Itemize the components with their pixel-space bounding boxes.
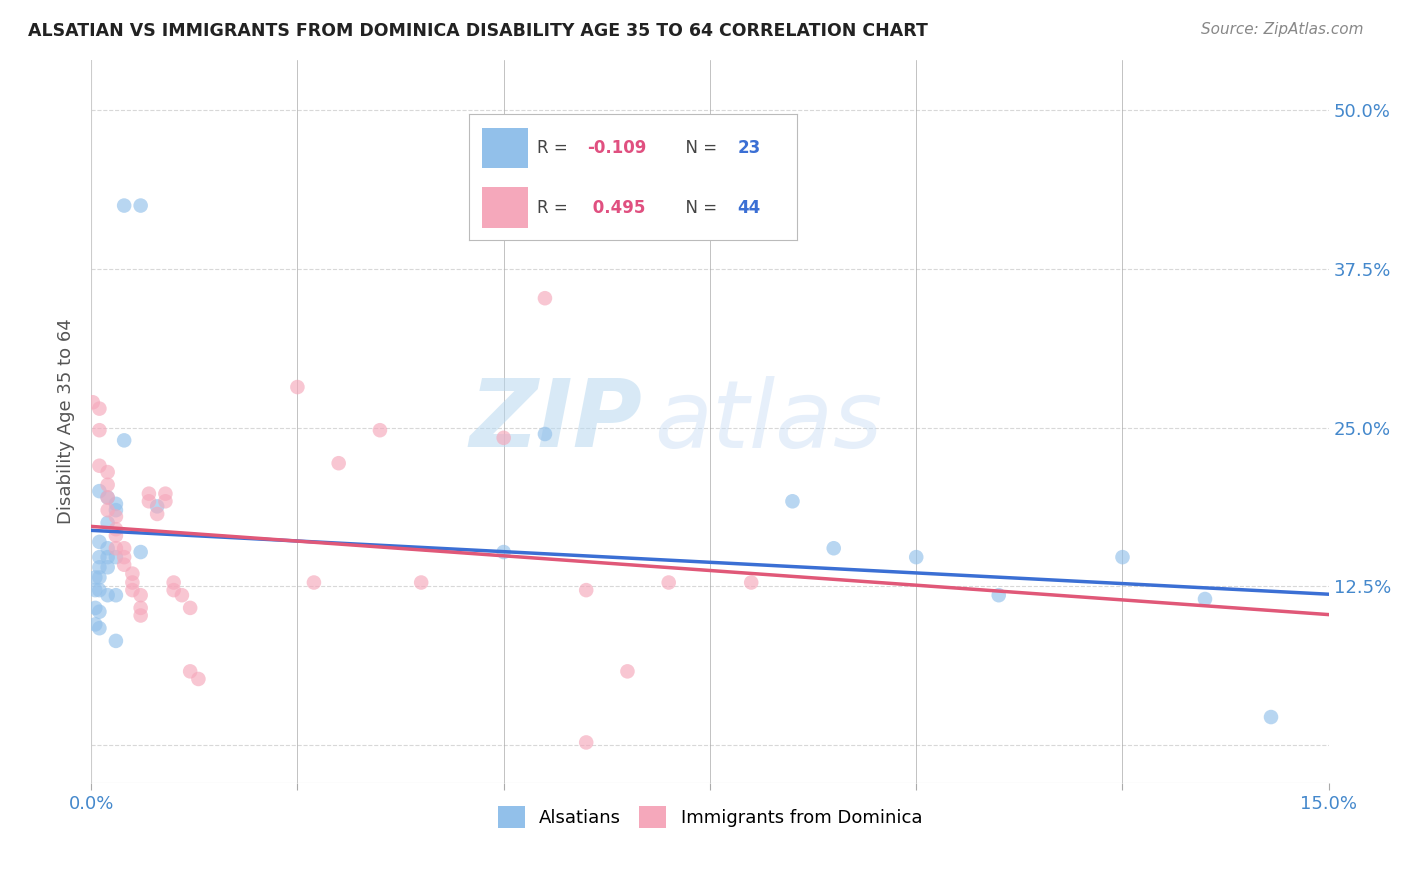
Point	[328, 456, 350, 470]
Point	[84, 617, 107, 632]
Legend: Alsatians, Immigrants from Dominica: Alsatians, Immigrants from Dominica	[491, 799, 929, 836]
Point	[163, 583, 186, 598]
Text: ZIP: ZIP	[470, 376, 643, 467]
Point	[187, 672, 209, 686]
Point	[575, 735, 598, 749]
Point	[129, 600, 152, 615]
Point	[97, 503, 120, 517]
Point	[163, 575, 186, 590]
Point	[97, 560, 120, 574]
Point	[97, 550, 120, 565]
Point	[121, 575, 143, 590]
Point	[84, 570, 107, 584]
Point	[492, 545, 515, 559]
Point	[97, 491, 120, 505]
Text: ALSATIAN VS IMMIGRANTS FROM DOMINICA DISABILITY AGE 35 TO 64 CORRELATION CHART: ALSATIAN VS IMMIGRANTS FROM DOMINICA DIS…	[28, 22, 928, 40]
Point	[534, 291, 557, 305]
Point	[575, 583, 598, 598]
Point	[179, 600, 201, 615]
Point	[155, 494, 177, 508]
Point	[104, 633, 127, 648]
Point	[170, 588, 193, 602]
Point	[112, 198, 135, 212]
Point	[89, 570, 111, 584]
Point	[112, 550, 135, 565]
Text: atlas: atlas	[654, 376, 883, 467]
Point	[97, 465, 120, 479]
Point	[97, 477, 120, 491]
Point	[97, 516, 120, 530]
Point	[89, 484, 111, 499]
Point	[97, 588, 120, 602]
Point	[740, 575, 762, 590]
Point	[1111, 550, 1133, 565]
Text: Source: ZipAtlas.com: Source: ZipAtlas.com	[1201, 22, 1364, 37]
Point	[112, 558, 135, 572]
Point	[129, 198, 152, 212]
Point	[104, 522, 127, 536]
Point	[129, 545, 152, 559]
Point	[97, 541, 120, 556]
Point	[138, 494, 160, 508]
Point	[1194, 592, 1216, 607]
Point	[616, 665, 638, 679]
Point	[302, 575, 325, 590]
Point	[104, 528, 127, 542]
Point	[112, 541, 135, 556]
Point	[104, 509, 127, 524]
Point	[104, 550, 127, 565]
Point	[82, 395, 104, 409]
Point	[121, 566, 143, 581]
Point	[89, 535, 111, 549]
Point	[129, 588, 152, 602]
Point	[155, 486, 177, 500]
Point	[84, 600, 107, 615]
Y-axis label: Disability Age 35 to 64: Disability Age 35 to 64	[58, 318, 75, 524]
Point	[823, 541, 845, 556]
Point	[411, 575, 433, 590]
Point	[179, 665, 201, 679]
Point	[89, 605, 111, 619]
Point	[89, 423, 111, 437]
Point	[112, 434, 135, 448]
Point	[104, 588, 127, 602]
Point	[658, 575, 681, 590]
Point	[146, 507, 169, 521]
Point	[89, 458, 111, 473]
Point	[534, 427, 557, 442]
Point	[287, 380, 309, 394]
Point	[368, 423, 391, 437]
Point	[89, 583, 111, 598]
Point	[104, 503, 127, 517]
Point	[84, 583, 107, 598]
Point	[89, 550, 111, 565]
Point	[89, 621, 111, 635]
Point	[782, 494, 804, 508]
Point	[146, 500, 169, 514]
Point	[97, 491, 120, 505]
Point	[104, 497, 127, 511]
Point	[121, 583, 143, 598]
Point	[104, 541, 127, 556]
Point	[129, 608, 152, 623]
Point	[138, 486, 160, 500]
Point	[905, 550, 928, 565]
Point	[89, 560, 111, 574]
Point	[492, 431, 515, 445]
Point	[987, 588, 1010, 602]
Point	[1260, 710, 1282, 724]
Point	[89, 401, 111, 416]
